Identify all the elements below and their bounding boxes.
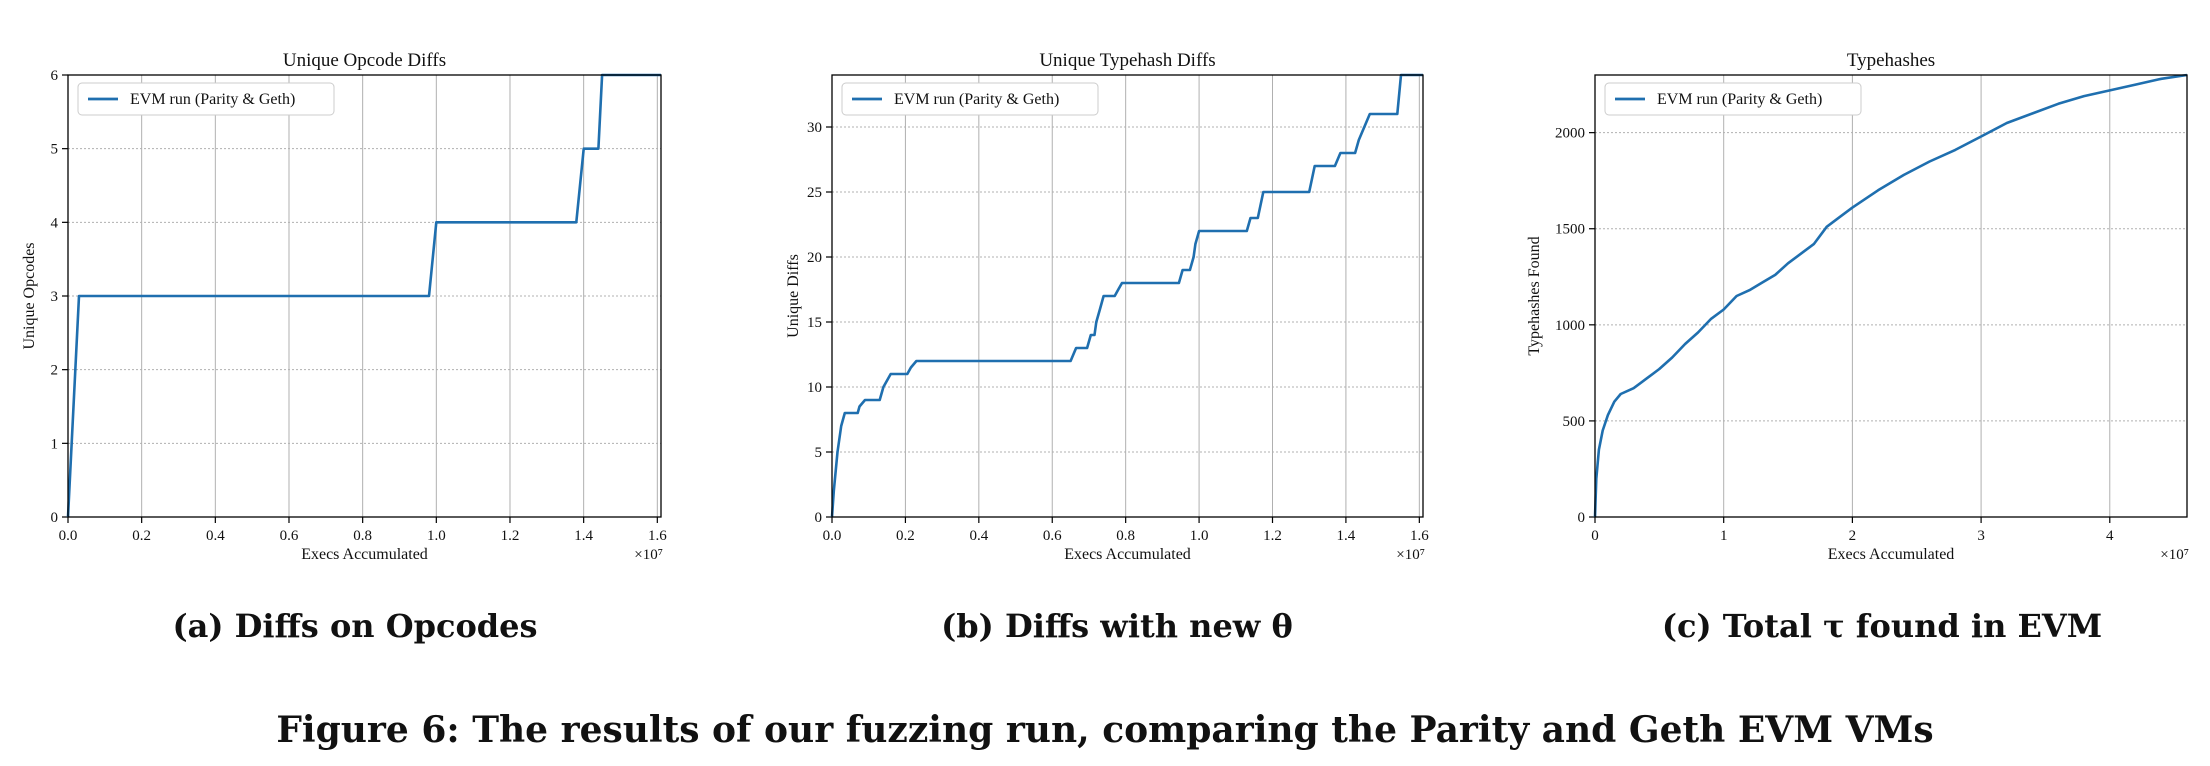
x-tick-label: 1.0	[427, 528, 446, 544]
x-tick-label: 1.6	[1410, 528, 1429, 544]
x-tick-label: 1.6	[648, 528, 667, 544]
figure-caption: Figure 6: The results of our fuzzing run…	[276, 709, 1933, 751]
x-tick-label: 1.2	[501, 528, 520, 544]
y-tick-label: 10	[807, 380, 822, 396]
x-tick-label: 3	[1977, 528, 1985, 544]
plot-frame	[67, 74, 662, 518]
y-tick-label: 15	[807, 315, 822, 331]
y-tick-label: 1500	[1555, 222, 1585, 238]
plot-frame	[831, 74, 1424, 518]
legend-box	[77, 82, 335, 116]
y-tick-label: 5	[51, 142, 59, 158]
legend-entry: EVM run (Parity & Geth)	[894, 91, 1059, 108]
chart-opcode-diffs: 0.0 0.2 0.4 0.6 0.8 1.0 1.2 1.4 1.6 0 1 2 3 4 5 6 Unique…	[21, 50, 667, 563]
x-axis-multiplier: ×10⁷	[634, 547, 663, 563]
plot-frame	[1594, 74, 2188, 518]
x-tick-label: 0.2	[132, 528, 151, 544]
x-tick-label: 4	[2106, 528, 2114, 544]
x-tick-label: 0.8	[1116, 528, 1135, 544]
chart-title: Unique Typehash Diffs	[1039, 50, 1215, 71]
y-tick-label: 1000	[1555, 318, 1585, 334]
legend-box	[1604, 82, 1862, 116]
y-axis-label: Unique Diffs	[785, 254, 802, 338]
x-axis-label: Execs Accumulated	[1828, 546, 1955, 563]
x-tick-label: 0.0	[59, 528, 78, 544]
chart-title: Unique Opcode Diffs	[283, 50, 446, 71]
y-tick-label: 2000	[1555, 126, 1585, 142]
y-axis-label: Unique Opcodes	[21, 242, 38, 349]
legend-entry: EVM run (Parity & Geth)	[130, 91, 295, 108]
y-tick-label: 0	[815, 510, 823, 526]
caption-b: (b) Diffs with new θ	[941, 607, 1293, 645]
x-axis-multiplier: ×10⁷	[1396, 547, 1425, 563]
x-tick-label: 0.2	[896, 528, 915, 544]
y-tick-label: 0	[1578, 510, 1586, 526]
legend-box	[841, 82, 1099, 116]
y-tick-label: 30	[807, 120, 822, 136]
x-tick-label: 0.4	[969, 528, 988, 544]
y-tick-label: 0	[51, 510, 59, 526]
x-tick-label: 1.0	[1190, 528, 1209, 544]
x-tick-label: 1	[1720, 528, 1728, 544]
series-line-0	[830, 73, 1423, 518]
x-tick-label: 0	[1591, 528, 1599, 544]
x-tick-label: 0.4	[206, 528, 225, 544]
y-tick-label: 500	[1563, 414, 1586, 430]
x-axis-multiplier: ×10⁷	[2160, 547, 2189, 563]
y-tick-label: 1	[51, 436, 59, 452]
y-tick-label: 25	[807, 185, 822, 201]
y-tick-label: 4	[51, 215, 59, 231]
x-tick-label: 0.6	[1043, 528, 1062, 544]
y-tick-label: 5	[815, 445, 823, 461]
series-line-0	[66, 73, 661, 518]
x-axis-label: Execs Accumulated	[301, 546, 428, 563]
series-line-0	[1593, 73, 2188, 518]
x-tick-label: 0.6	[280, 528, 299, 544]
chart-title: Typehashes	[1847, 50, 1935, 71]
y-axis-label: Typehashes Found	[1526, 236, 1543, 355]
x-tick-label: 1.4	[574, 528, 593, 544]
y-tick-label: 2	[51, 363, 59, 379]
chart-typehashes: 0 1 2 3 4 0 500 1000 1500 2000 Typehashes Execs Acc…	[1526, 50, 2189, 563]
y-tick-label: 6	[51, 68, 59, 84]
y-tick-label: 20	[807, 250, 822, 266]
caption-c: (c) Total τ found in EVM	[1662, 607, 2102, 645]
x-tick-label: 0.8	[353, 528, 372, 544]
x-axis-label: Execs Accumulated	[1064, 546, 1191, 563]
caption-a: (a) Diffs on Opcodes	[172, 607, 537, 645]
x-tick-label: 0.0	[823, 528, 842, 544]
x-tick-label: 2	[1849, 528, 1857, 544]
legend-entry: EVM run (Parity & Geth)	[1657, 91, 1822, 108]
y-tick-label: 3	[51, 289, 59, 305]
x-tick-label: 1.2	[1263, 528, 1282, 544]
chart-typehash-diffs: 0.0 0.2 0.4 0.6 0.8 1.0 1.2 1.4 1.6 0 5 10 15 20 25 30 U…	[785, 50, 1429, 563]
x-tick-label: 1.4	[1337, 528, 1356, 544]
